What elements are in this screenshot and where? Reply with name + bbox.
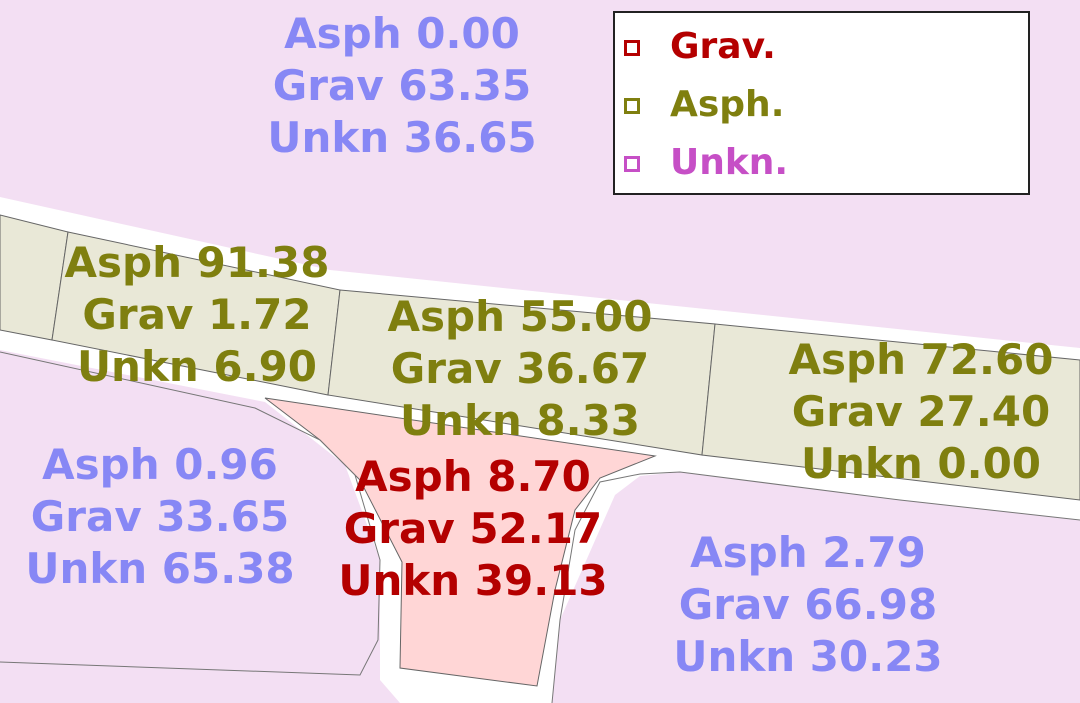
unkn-value: Unkn 0.00 — [800, 439, 1042, 488]
map-legend: Grav. Asph. Unkn. — [613, 11, 1030, 195]
unkn-value: Unkn 65.38 — [25, 544, 295, 593]
grav-value: Grav 66.98 — [678, 580, 938, 629]
legend-item-unkn: Unkn. — [615, 143, 1028, 183]
grav-value: Grav 63.35 — [272, 61, 532, 110]
legend-label-grav: Grav. — [670, 26, 776, 67]
asph-value: Asph 0.96 — [42, 440, 278, 489]
grav-value: Grav 27.40 — [791, 387, 1051, 436]
area-label-north-parcel: Asph 0.00 Grav 63.35 Unkn 36.65 — [267, 8, 536, 164]
asph-value: Asph 72.60 — [788, 335, 1054, 384]
area-label-road-center: Asph 55.00 Grav 36.67 Unkn 8.33 — [388, 291, 653, 447]
unkn-value: Unkn 30.23 — [673, 632, 943, 681]
southeast-parcel-edge — [551, 471, 1080, 703]
grav-value: Grav 1.72 — [82, 290, 312, 339]
grav-value: Grav 33.65 — [30, 492, 290, 541]
legend-item-asph: Asph. — [615, 85, 1028, 125]
asph-value: Asph 0.00 — [284, 9, 520, 58]
area-label-southeast-parcel: Asph 2.79 Grav 66.98 Unkn 30.23 — [673, 527, 942, 683]
legend-swatch-unkn — [624, 156, 640, 172]
unkn-value: Unkn 39.13 — [338, 556, 608, 605]
asph-value: Asph 2.79 — [690, 528, 926, 577]
grav-value: Grav 52.17 — [343, 504, 603, 553]
road-segment-east — [701, 323, 1080, 501]
unkn-value: Unkn 36.65 — [267, 113, 537, 162]
area-label-southwest-parcel: Asph 0.96 Grav 33.65 Unkn 65.38 — [25, 439, 294, 595]
asph-value: Asph 55.00 — [387, 292, 653, 341]
southwest-parcel-edge — [0, 351, 381, 676]
grav-value: Grav 36.67 — [390, 344, 650, 393]
area-label-road-east: Asph 72.60 Grav 27.40 Unkn 0.00 — [789, 334, 1054, 490]
legend-swatch-asph — [624, 98, 640, 114]
legend-item-grav: Grav. — [615, 27, 1028, 67]
legend-label-asph: Asph. — [670, 84, 785, 125]
area-label-south-gravel-parcel: Asph 8.70 Grav 52.17 Unkn 39.13 — [338, 451, 607, 607]
area-label-road-west: Asph 91.38 Grav 1.72 Unkn 6.90 — [65, 237, 330, 393]
asph-value: Asph 8.70 — [355, 452, 591, 501]
unkn-value: Unkn 6.90 — [76, 342, 318, 391]
unkn-value: Unkn 8.33 — [399, 396, 641, 445]
legend-label-unkn: Unkn. — [670, 142, 789, 183]
legend-swatch-grav — [624, 40, 640, 56]
asph-value: Asph 91.38 — [64, 238, 330, 287]
